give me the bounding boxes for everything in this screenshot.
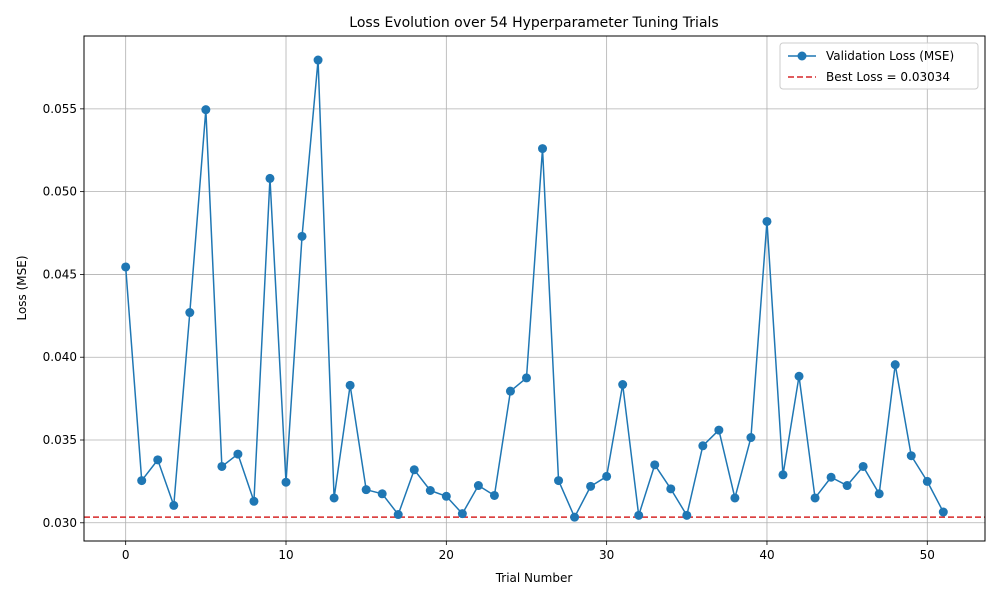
data-point [377, 489, 387, 499]
data-point [858, 461, 868, 471]
data-point [650, 460, 660, 470]
data-point [938, 507, 948, 517]
y-tick-label: 0.045 [43, 267, 77, 281]
series-group [121, 55, 948, 522]
data-point [313, 55, 323, 65]
x-tick-label: 0 [122, 548, 130, 562]
x-tick-label: 40 [759, 548, 774, 562]
data-point [393, 510, 403, 520]
data-point [890, 360, 900, 370]
x-axis-label: Trial Number [495, 571, 573, 585]
data-point [842, 481, 852, 491]
data-point [521, 373, 531, 383]
data-point [249, 496, 259, 506]
y-tick-label: 0.030 [43, 516, 77, 530]
y-tick-label: 0.035 [43, 433, 77, 447]
x-tick-label: 30 [599, 548, 614, 562]
data-point [794, 371, 804, 381]
y-tick-label: 0.050 [43, 185, 77, 199]
data-point [618, 380, 628, 390]
data-point [441, 491, 451, 501]
data-point [425, 486, 435, 495]
plot-frame [83, 35, 986, 542]
legend-box [779, 42, 979, 90]
data-point [682, 510, 692, 520]
data-point [265, 173, 275, 183]
data-point [121, 262, 131, 272]
legend-marker-validation-loss [797, 51, 807, 61]
data-point [217, 461, 227, 471]
y-axis-label: Loss (MSE) [15, 255, 29, 320]
data-point [826, 472, 836, 482]
data-point [201, 105, 211, 115]
data-point [586, 481, 596, 491]
x-tick-label: 20 [439, 548, 454, 562]
data-point [634, 510, 644, 520]
data-point [906, 451, 916, 461]
data-point [922, 476, 932, 486]
data-point [281, 477, 291, 487]
grid [84, 36, 985, 541]
data-point [666, 484, 676, 494]
data-point [137, 476, 147, 486]
data-point [698, 441, 708, 451]
data-point [778, 470, 788, 480]
data-point [602, 471, 612, 481]
legend: Validation Loss (MSE) Best Loss = 0.0303… [779, 42, 979, 90]
data-point [153, 455, 163, 465]
chart-title: Loss Evolution over 54 Hyperparameter Tu… [349, 15, 718, 31]
y-axis: 0.030 0.035 0.040 0.045 0.050 0.055 [43, 102, 84, 530]
data-point [762, 216, 772, 226]
data-point [297, 231, 307, 241]
data-point [329, 493, 339, 503]
data-point [714, 425, 724, 435]
data-point [505, 386, 515, 396]
data-point [554, 476, 564, 486]
data-point [361, 485, 371, 495]
data-point [345, 380, 355, 390]
data-point [730, 493, 740, 503]
data-point [538, 144, 548, 154]
data-point [473, 481, 483, 491]
data-point [185, 308, 195, 318]
data-point [233, 449, 243, 459]
data-point [169, 500, 179, 510]
data-point [409, 465, 419, 475]
data-point [810, 493, 820, 503]
data-point [874, 489, 884, 499]
data-point [746, 433, 756, 443]
x-tick-label: 50 [920, 548, 935, 562]
legend-label-best-loss: Best Loss = 0.03034 [826, 70, 950, 84]
data-point [489, 490, 499, 500]
y-tick-label: 0.040 [43, 350, 77, 364]
legend-label-validation-loss: Validation Loss (MSE) [826, 49, 954, 63]
data-point [570, 512, 580, 522]
x-axis: 0 10 20 30 40 50 [122, 541, 935, 562]
x-tick-label: 10 [278, 548, 293, 562]
data-point [457, 509, 467, 519]
y-tick-label: 0.055 [43, 102, 77, 116]
validation-loss-line [124, 59, 944, 518]
